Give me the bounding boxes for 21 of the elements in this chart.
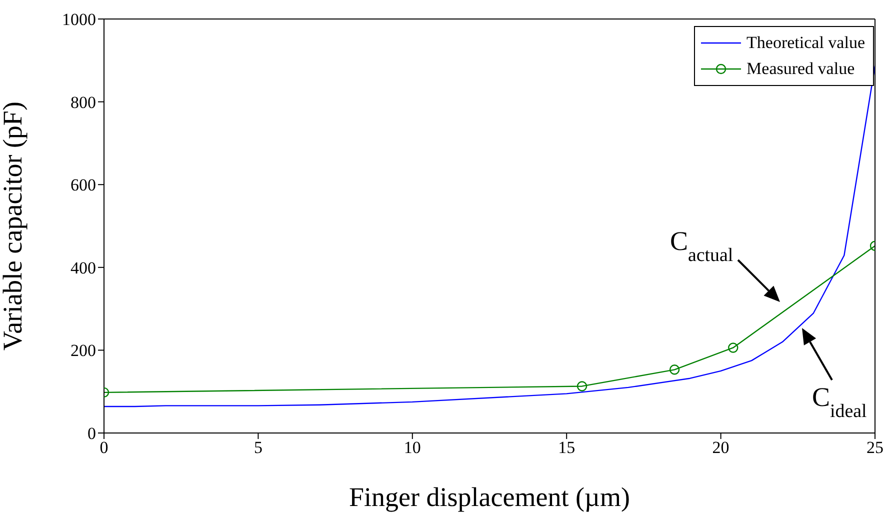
- annotation: C$_{ideal}$: [812, 382, 867, 422]
- y-tick-label: 400: [70, 258, 96, 278]
- y-axis-title: Variable capacitor (pF): [0, 102, 28, 350]
- x-tick-label: 5: [254, 438, 262, 458]
- legend-label: Theoretical value: [746, 33, 865, 53]
- y-tick-label: 800: [70, 92, 96, 112]
- y-tick-label: 0: [88, 424, 96, 444]
- y-tick-label: 200: [70, 341, 96, 360]
- legend-label: Measured value: [746, 59, 855, 79]
- point: [669, 364, 680, 375]
- x-tick-label: 15: [558, 438, 576, 458]
- annotation: C$_{actual}$: [670, 226, 734, 266]
- point: [728, 342, 738, 353]
- point: [576, 381, 588, 392]
- x-axis-title: Finger displacement (µm): [349, 482, 630, 512]
- y-tick-label: 600: [70, 176, 96, 195]
- x-tick-label: 0: [100, 438, 108, 458]
- y-tick-label: 1000: [62, 10, 96, 30]
- x-tick-label: 10: [404, 438, 421, 458]
- x-tick-label: 20: [712, 438, 730, 458]
- x-tick-label: 25: [866, 438, 884, 458]
